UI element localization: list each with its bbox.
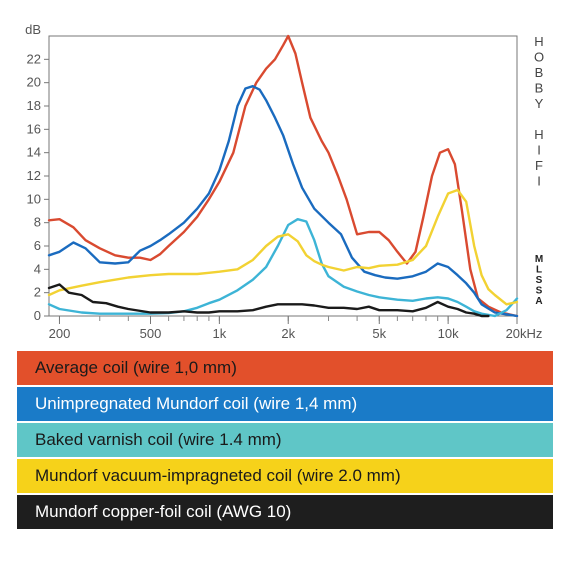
legend-item-copper-foil-coil: Mundorf copper-foil coil (AWG 10) bbox=[17, 495, 553, 529]
x-tick-label: 2k bbox=[281, 326, 295, 341]
y-tick-label: 10 bbox=[27, 191, 41, 206]
legend-label: Unimpregnated Mundorf coil (wire 1,4 mm) bbox=[35, 394, 358, 413]
chart-canvas: 0 2 4 6 8 10 12 14 16 18 20 22 dB 200 500 1k 2k 5k 10k 20kH… bbox=[25, 22, 544, 341]
x-tick-label: 500 bbox=[140, 326, 162, 341]
side-letter-small: A bbox=[535, 296, 542, 307]
series-line-1 bbox=[47, 84, 519, 318]
plot-frame bbox=[48, 35, 518, 317]
x-tick-label: 5k bbox=[372, 326, 386, 341]
side-letter-small: L bbox=[536, 265, 542, 276]
frequency-response-chart: 0 2 4 6 8 10 12 14 16 18 20 22 dB 200 500 1k 2k 5k 10k 20kH… bbox=[25, 22, 544, 341]
y-tick-label: 20 bbox=[27, 75, 41, 90]
x-tick-label: 10k bbox=[438, 326, 459, 341]
legend-item-unimpregnated-coil: Unimpregnated Mundorf coil (wire 1,4 mm) bbox=[17, 387, 553, 421]
y-tick-label: 22 bbox=[27, 51, 41, 66]
side-letter: O bbox=[534, 50, 544, 65]
side-letter-small: S bbox=[536, 275, 543, 286]
side-letter: B bbox=[535, 81, 544, 96]
side-letter: I bbox=[537, 143, 541, 158]
side-letter: I bbox=[537, 174, 541, 189]
side-letter: F bbox=[535, 158, 543, 173]
side-letter: H bbox=[534, 34, 543, 49]
legend-label: Baked varnish coil (wire 1.4 mm) bbox=[35, 430, 282, 449]
x-tick-label: 1k bbox=[213, 326, 227, 341]
y-tick-label: 14 bbox=[27, 145, 41, 160]
y-tick-label: 6 bbox=[34, 238, 41, 253]
side-letter: H bbox=[534, 127, 543, 142]
legend: Average coil (wire 1,0 mm) Unimpregnated… bbox=[17, 351, 553, 531]
y-tick-label: 12 bbox=[27, 168, 41, 183]
y-tick-label: 16 bbox=[27, 121, 41, 136]
y-tick-label: 18 bbox=[27, 98, 41, 113]
legend-item-baked-varnish-coil: Baked varnish coil (wire 1.4 mm) bbox=[17, 423, 553, 457]
legend-label: Mundorf copper-foil coil (AWG 10) bbox=[35, 502, 292, 521]
legend-item-average-coil: Average coil (wire 1,0 mm) bbox=[17, 351, 553, 385]
legend-item-vacuum-impregnated-coil: Mundorf vacuum-impragneted coil (wire 2.… bbox=[17, 459, 553, 493]
series-line-4 bbox=[47, 283, 490, 318]
series-line-0 bbox=[47, 34, 519, 318]
x-tick-label: 200 bbox=[49, 326, 71, 341]
legend-label: Average coil (wire 1,0 mm) bbox=[35, 358, 237, 377]
y-tick-label: 0 bbox=[34, 308, 41, 323]
y-tick-label: 8 bbox=[34, 215, 41, 230]
x-tick-label: 20kHz bbox=[506, 326, 543, 341]
side-letter-small: S bbox=[536, 286, 543, 297]
series-line-3 bbox=[47, 188, 519, 306]
y-unit-label: dB bbox=[25, 22, 41, 37]
legend-label: Mundorf vacuum-impragneted coil (wire 2.… bbox=[35, 466, 401, 485]
side-letter: B bbox=[535, 65, 544, 80]
side-letter-small: M bbox=[535, 254, 543, 265]
y-tick-label: 2 bbox=[34, 285, 41, 300]
y-tick-label: 4 bbox=[34, 261, 41, 276]
side-letter: Y bbox=[535, 96, 544, 111]
